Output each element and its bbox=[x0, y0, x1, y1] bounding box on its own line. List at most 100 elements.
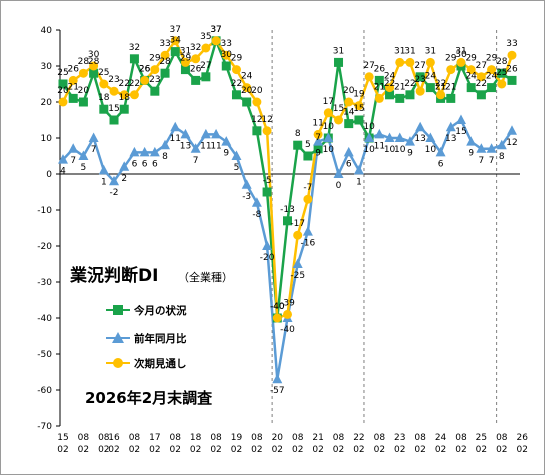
x-tick-label-year: 21 bbox=[312, 433, 323, 443]
data-label-2: 27 bbox=[363, 61, 374, 71]
x-tick-label-year: 08 bbox=[333, 433, 345, 443]
point-current bbox=[68, 93, 78, 103]
point-yoy bbox=[496, 139, 507, 150]
point-yoy bbox=[466, 136, 477, 146]
point-current bbox=[221, 61, 231, 71]
point-outlook bbox=[436, 90, 446, 100]
data-label-0: 31 bbox=[333, 46, 344, 56]
point-yoy bbox=[119, 161, 130, 171]
data-label-0: 14 bbox=[343, 108, 355, 118]
x-tick-label-year: 16 bbox=[108, 433, 120, 443]
point-yoy bbox=[88, 132, 99, 142]
point-current bbox=[466, 83, 476, 93]
point-yoy bbox=[302, 226, 313, 236]
x-tick-label-year: 15 bbox=[57, 433, 68, 443]
data-label-2: 15 bbox=[333, 104, 344, 114]
data-label-2: 20 bbox=[343, 86, 355, 96]
data-label-1: 10 bbox=[394, 145, 406, 155]
data-label-2: 24 bbox=[384, 72, 396, 82]
point-current bbox=[201, 72, 211, 82]
point-outlook bbox=[395, 57, 405, 67]
x-tick-label-year: 08 bbox=[78, 433, 90, 443]
point-outlook bbox=[211, 36, 221, 46]
data-label-1: 9 bbox=[315, 149, 321, 159]
point-yoy bbox=[170, 121, 181, 132]
point-outlook bbox=[313, 129, 323, 139]
point-yoy bbox=[221, 136, 232, 146]
data-label-1: -40 bbox=[280, 325, 295, 335]
point-outlook bbox=[170, 36, 180, 46]
point-yoy bbox=[476, 143, 487, 153]
data-label-1: -2 bbox=[110, 188, 119, 198]
point-yoy bbox=[425, 132, 436, 142]
data-label-0: 26 bbox=[190, 64, 202, 74]
point-outlook bbox=[497, 79, 507, 89]
point-outlook bbox=[129, 90, 139, 100]
point-yoy bbox=[139, 146, 150, 157]
data-label-1: 2 bbox=[121, 174, 127, 184]
x-tick-label-year: 08 bbox=[414, 433, 426, 443]
data-label-2: 37 bbox=[210, 25, 221, 35]
data-label-0: 27 bbox=[200, 61, 211, 71]
data-label-0: 25 bbox=[57, 68, 68, 78]
point-outlook bbox=[180, 57, 190, 67]
point-outlook bbox=[99, 79, 109, 89]
x-tick-label-year: 25 bbox=[476, 433, 487, 443]
data-label-0: 21 bbox=[445, 82, 456, 92]
legend-label-yoy: 前年同月比 bbox=[134, 332, 187, 345]
point-current bbox=[78, 97, 88, 107]
data-label-0: 34 bbox=[170, 36, 182, 46]
data-label-2: 21 bbox=[374, 82, 385, 92]
point-yoy bbox=[241, 179, 252, 189]
point-yoy bbox=[58, 154, 68, 164]
point-current bbox=[170, 47, 180, 57]
point-current bbox=[374, 75, 384, 85]
data-label-1: 13 bbox=[414, 134, 425, 144]
data-label-2: 35 bbox=[200, 32, 211, 42]
x-tick-label-year: 08 bbox=[129, 433, 141, 443]
point-current bbox=[425, 83, 435, 93]
x-tick-label-year: 08 bbox=[170, 433, 182, 443]
data-label-0: 24 bbox=[465, 72, 477, 82]
point-outlook bbox=[344, 97, 354, 107]
point-current bbox=[476, 90, 486, 100]
x-tick-label-year: 24 bbox=[435, 433, 447, 443]
point-yoy bbox=[486, 143, 497, 153]
data-label-2: 23 bbox=[414, 75, 425, 85]
data-label-1: 11 bbox=[374, 141, 385, 151]
survey-date-note: 2026年2月末調査 bbox=[85, 389, 213, 407]
data-label-2: -17 bbox=[290, 219, 305, 229]
data-label-0: 10 bbox=[363, 122, 375, 132]
point-current bbox=[150, 86, 160, 96]
legend-label-current: 今月の状況 bbox=[133, 304, 187, 317]
point-outlook bbox=[323, 108, 333, 118]
point-current bbox=[487, 83, 497, 93]
data-label-1: 7 bbox=[479, 156, 485, 166]
chart-title: 業況判断DI bbox=[70, 265, 158, 286]
x-tick-label-year: 08 bbox=[292, 433, 304, 443]
data-label-2: 11 bbox=[312, 118, 323, 128]
data-label-1: 11 bbox=[200, 141, 211, 151]
point-outlook bbox=[140, 75, 150, 85]
y-tick-label: -10 bbox=[37, 206, 52, 216]
data-label-0: 10 bbox=[323, 122, 335, 132]
legend-item-yoy: 前年同月比 bbox=[106, 332, 187, 345]
point-current bbox=[303, 151, 313, 161]
point-outlook bbox=[252, 97, 262, 107]
legend-marker-triangle bbox=[112, 332, 124, 343]
data-label-2: 20 bbox=[251, 86, 263, 96]
data-label-1: 1 bbox=[356, 177, 362, 187]
data-label-1: 7 bbox=[489, 156, 495, 166]
data-label-0: 21 bbox=[67, 82, 78, 92]
point-yoy bbox=[149, 146, 160, 157]
data-label-2: 29 bbox=[149, 54, 161, 64]
data-label-0: 15 bbox=[353, 104, 364, 114]
point-yoy bbox=[180, 128, 191, 139]
data-label-1: -3 bbox=[242, 192, 251, 202]
point-outlook bbox=[293, 230, 303, 240]
data-label-0: 15 bbox=[108, 104, 119, 114]
x-tick-label-month: 02 bbox=[149, 445, 160, 455]
data-label-0: 22 bbox=[404, 79, 415, 89]
point-current bbox=[344, 119, 354, 129]
point-yoy bbox=[313, 136, 324, 146]
